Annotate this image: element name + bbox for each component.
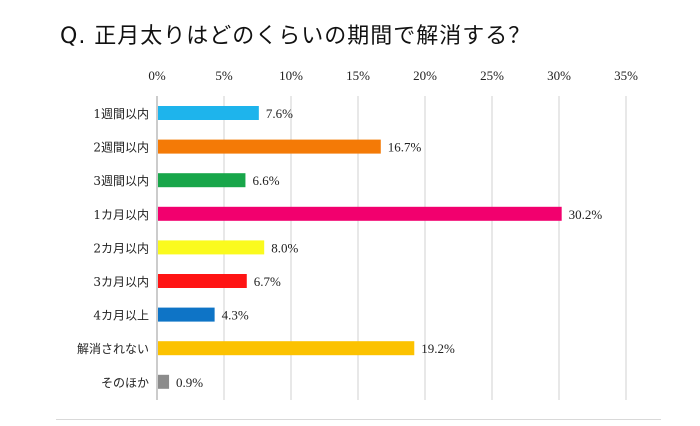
category-label: 解消されない (77, 342, 149, 356)
bottom-divider (56, 419, 661, 420)
category-label: 4カ月以上 (93, 309, 149, 323)
data-label: 6.7% (254, 274, 281, 289)
category-label: 3カ月以内 (93, 275, 149, 289)
bar (158, 240, 265, 255)
category-label: 1カ月以内 (93, 208, 149, 222)
x-tick-label: 15% (346, 68, 370, 83)
chart-title: Q. 正月太りはどのくらいの期間で解消する？ (60, 24, 532, 49)
category-label: 2カ月以内 (93, 241, 149, 255)
data-label: 7.6% (266, 106, 293, 121)
x-tick-label: 0% (148, 68, 166, 83)
category-label: 1週間以内 (93, 107, 149, 121)
x-tick-label: 10% (279, 68, 303, 83)
x-tick-label: 25% (480, 68, 504, 83)
x-tick-label: 35% (614, 68, 638, 83)
data-label: 19.2% (421, 341, 455, 356)
bar (158, 106, 259, 120)
data-label: 16.7% (388, 140, 422, 155)
bar (158, 139, 381, 154)
x-tick-label: 20% (413, 68, 437, 83)
data-label: 8.0% (271, 240, 298, 255)
x-tick-label: 30% (547, 68, 571, 83)
bar (158, 341, 415, 356)
bar (158, 374, 170, 389)
data-label: 6.6% (252, 173, 279, 188)
data-label: 0.9% (176, 375, 203, 390)
data-label: 4.3% (222, 308, 249, 323)
bar (158, 206, 562, 221)
bar (158, 274, 247, 288)
data-label: 30.2% (569, 207, 603, 222)
category-label: そのほか (101, 376, 149, 390)
x-tick-label: 5% (215, 68, 233, 83)
bar (158, 307, 215, 322)
category-label: 3週間以内 (93, 174, 149, 188)
category-label: 2週間以内 (93, 141, 149, 155)
bar (158, 173, 246, 188)
